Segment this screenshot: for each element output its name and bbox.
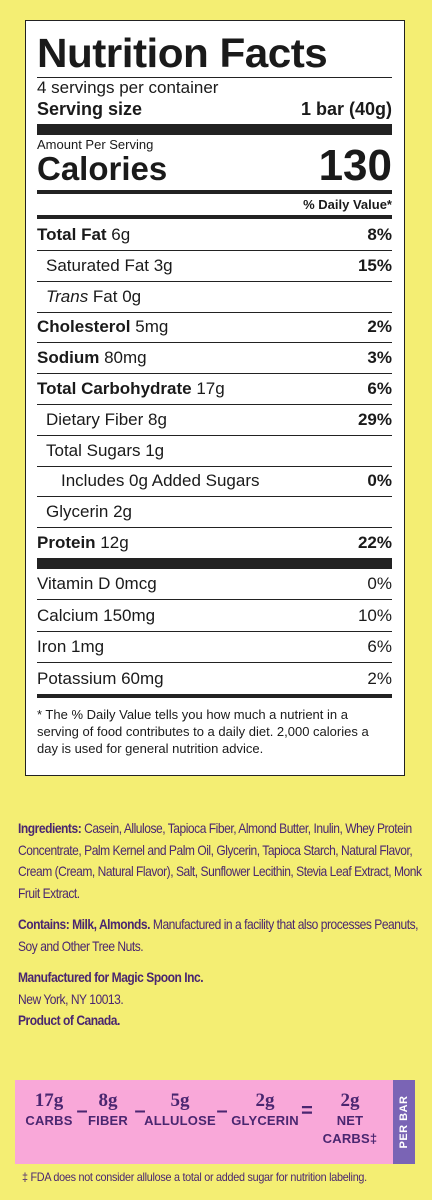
vitamin-dv: 0% [367,574,392,594]
vitamin-dv: 2% [367,668,392,688]
minus-operator: – [76,1100,88,1122]
net-carbs-banner: 17g CARBS – 8g FIBER – 5g ALLULOSE – 2g … [15,1080,415,1164]
net-carbs-term: 2g GLYCERIN [231,1090,299,1128]
nutrient-row-total-fat: Total Fat 6g 8% [37,215,392,250]
vitamin-dv: 10% [357,605,392,625]
equals-operator: = [301,1100,313,1122]
minus-operator: – [134,1100,146,1122]
daily-value-footnote: * The % Daily Value tells you how much a… [37,693,392,757]
serving-size-value: 1 bar (40g) [300,99,392,119]
servings-per-container: 4 servings per container [37,78,219,97]
product-info: Ingredients: Casein, Allulose, Tapioca F… [18,818,422,1032]
nutrition-facts-panel: Nutrition Facts 4 servings per container… [25,20,405,776]
vitamin-row-calcium: Calcium 150mg 10% [37,599,392,631]
nutrient-row-sodium: Sodium 80mg 3% [37,342,392,373]
nutrient-dv: 22% [357,533,392,553]
vitamin-row-vitamin-d: Vitamin D 0mcg 0% [37,574,392,594]
allulose-disclaimer: ‡ FDA does not consider allulose a total… [22,1170,367,1184]
nutrient-dv: 3% [367,348,392,368]
net-carbs-term: 5g ALLULOSE [144,1090,216,1128]
nutrient-dv: 0% [367,471,392,491]
nutrition-facts-title: Nutrition Facts [37,30,328,76]
vitamin-dv: 6% [367,637,392,657]
nutrient-dv: 8% [367,224,392,244]
minus-operator: – [216,1100,228,1122]
net-carbs-term: 8g FIBER [88,1090,128,1128]
vitamin-row-potassium: Potassium 60mg 2% [37,662,392,694]
calories-value: 130 [318,141,392,190]
vitamin-row-iron: Iron 1mg 6% [37,630,392,663]
nutrient-row-total-carbohydrate: Total Carbohydrate 17g 6% [37,373,392,404]
ingredients: Ingredients: Casein, Allulose, Tapioca F… [18,820,422,901]
per-bar-tab: PER BAR [393,1080,415,1164]
serving-size-label: Serving size [37,99,143,119]
amount-per-serving: Amount Per Serving [37,137,154,152]
nutrient-row-cholesterol: Cholesterol 5mg 2% [37,311,392,343]
daily-value-header: % Daily Value* [303,197,392,212]
nutrient-row-trans-fat: Trans Fat 0g [37,280,392,312]
calories-row: Calories 130 [37,144,392,188]
net-carbs-term: 2g NET CARBS‡ [322,1090,378,1146]
net-carbs-term: 17g CARBS [25,1090,73,1128]
nutrient-dv: 15% [357,255,392,275]
nutrient-row-saturated-fat: Saturated Fat 3g 15% [37,250,392,281]
calories-label: Calories [37,150,168,187]
nutrient-dv: 6% [367,379,392,399]
nutrient-row-protein: Protein 12g 22% [37,527,392,558]
nutrient-row-dietary-fiber: Dietary Fiber 8g 29% [37,403,392,435]
nutrient-row-glycerin: Glycerin 2g [37,496,392,527]
manufacturer: Manufactured for Magic Spoon Inc. New Yor… [18,969,204,1028]
nutrient-row-added-sugars: Includes 0g Added Sugars 0% [37,465,392,497]
nutrient-dv: 29% [357,409,392,429]
nutrient-dv: 2% [367,317,392,337]
serving-size-row: Serving size 1 bar (40g) [37,98,392,120]
allergen-statement: Contains: Milk, Almonds. Manufactured in… [18,916,419,954]
nutrient-row-total-sugars: Total Sugars 1g [37,434,392,466]
